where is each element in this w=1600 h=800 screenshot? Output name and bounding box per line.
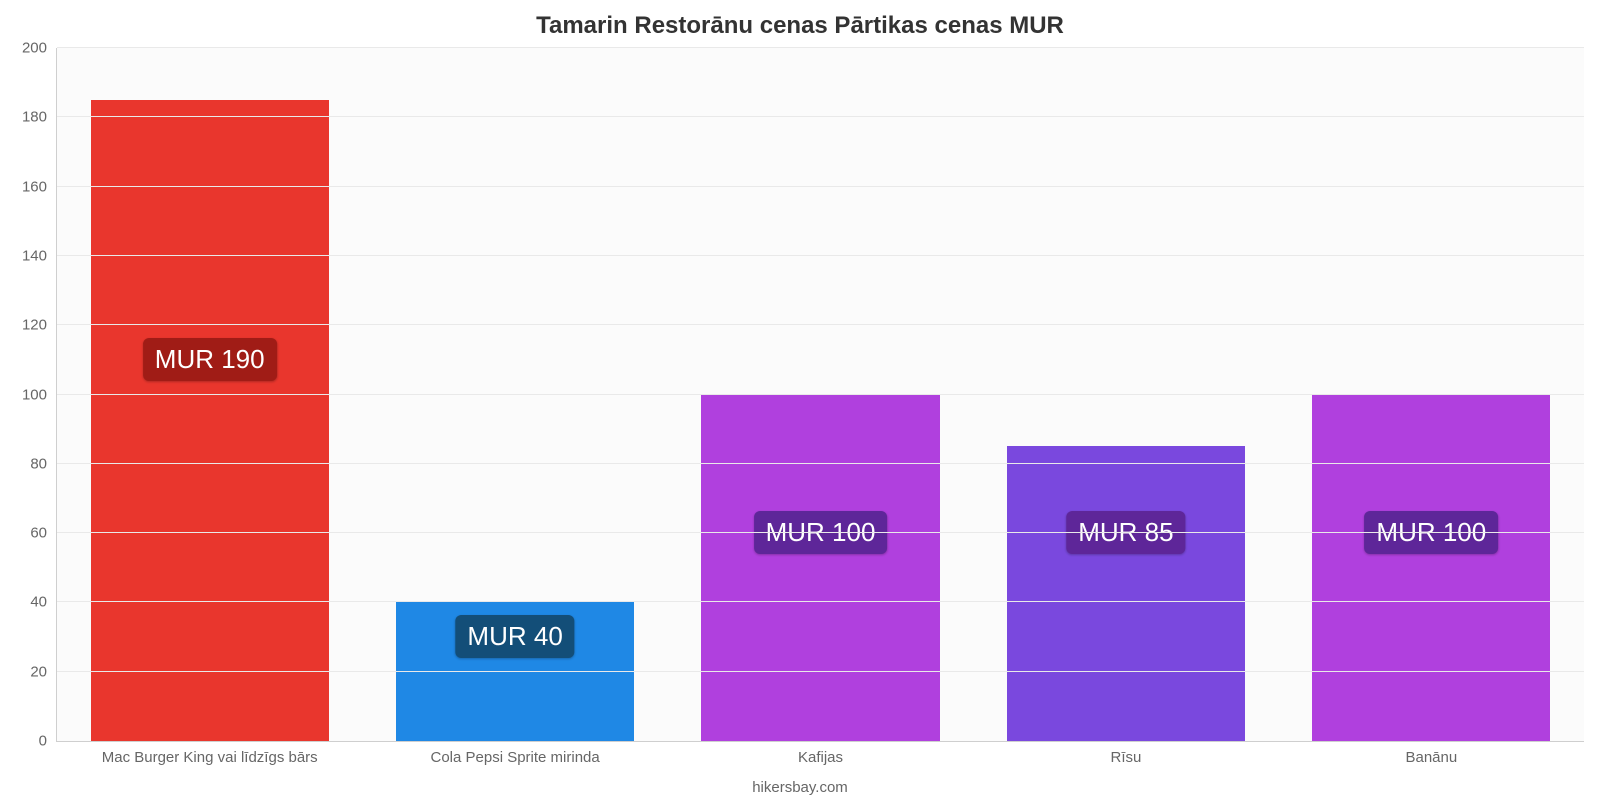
- y-tick-label: 20: [30, 663, 57, 680]
- gridline: [57, 394, 1584, 395]
- y-tick-label: 40: [30, 594, 57, 611]
- plot-area: MUR 190Mac Burger King vai līdzīgs bārsM…: [56, 48, 1584, 742]
- y-tick-label: 0: [39, 733, 57, 750]
- bar-slot: MUR 85Rīsu: [973, 48, 1278, 741]
- y-tick-label: 200: [22, 40, 57, 57]
- bar: [1312, 395, 1550, 742]
- y-tick-label: 180: [22, 109, 57, 126]
- gridline: [57, 47, 1584, 48]
- gridline: [57, 532, 1584, 533]
- y-tick-label: 60: [30, 525, 57, 542]
- gridline: [57, 116, 1584, 117]
- y-tick-label: 140: [22, 247, 57, 264]
- y-tick-label: 80: [30, 455, 57, 472]
- bar-slot: MUR 100Kafijas: [668, 48, 973, 741]
- bar-slot: MUR 100Banānu: [1279, 48, 1584, 741]
- price-chart: Tamarin Restorānu cenas Pārtikas cenas M…: [0, 0, 1600, 800]
- gridline: [57, 463, 1584, 464]
- x-tick-label: Rīsu: [1111, 741, 1142, 766]
- chart-footer: hikersbay.com: [0, 779, 1600, 796]
- x-tick-label: Kafijas: [798, 741, 843, 766]
- x-tick-label: Mac Burger King vai līdzīgs bārs: [102, 741, 318, 766]
- gridline: [57, 186, 1584, 187]
- gridline: [57, 740, 1584, 741]
- gridline: [57, 601, 1584, 602]
- bar-slot: MUR 40Cola Pepsi Sprite mirinda: [362, 48, 667, 741]
- bar-slot: MUR 190Mac Burger King vai līdzīgs bārs: [57, 48, 362, 741]
- y-tick-label: 100: [22, 386, 57, 403]
- x-tick-label: Banānu: [1405, 741, 1457, 766]
- chart-title: Tamarin Restorānu cenas Pārtikas cenas M…: [0, 12, 1600, 40]
- bar: [91, 100, 329, 741]
- x-tick-label: Cola Pepsi Sprite mirinda: [430, 741, 599, 766]
- bar: [701, 395, 939, 742]
- gridline: [57, 671, 1584, 672]
- y-tick-label: 160: [22, 178, 57, 195]
- value-badge: MUR 190: [143, 338, 277, 381]
- bars-container: MUR 190Mac Burger King vai līdzīgs bārsM…: [57, 48, 1584, 741]
- y-tick-label: 120: [22, 317, 57, 334]
- gridline: [57, 255, 1584, 256]
- bar: [1007, 446, 1245, 741]
- gridline: [57, 324, 1584, 325]
- value-badge: MUR 40: [455, 615, 574, 658]
